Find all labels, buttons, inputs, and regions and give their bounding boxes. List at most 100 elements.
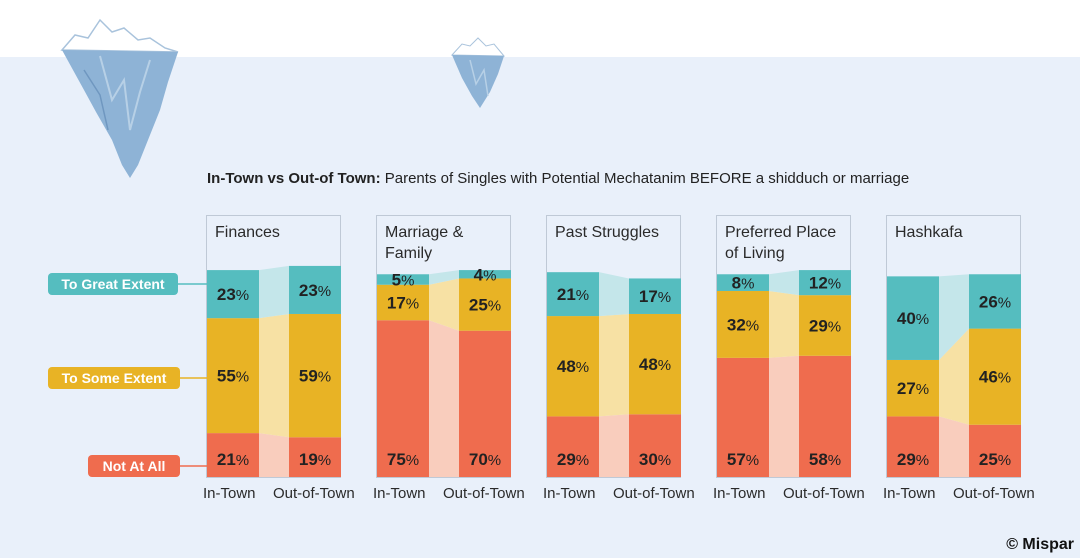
link-none (259, 433, 289, 477)
title-rest: Parents of Singles with Potential Mechat… (380, 170, 910, 187)
bar-great (629, 278, 681, 314)
link-great (429, 270, 459, 285)
bar-none (629, 414, 681, 477)
link-none (429, 320, 459, 477)
panel-title: Family (385, 245, 432, 262)
category-label: In-Town (373, 485, 426, 502)
category-label: Out-of-Town (443, 485, 525, 502)
bar-none (377, 320, 429, 477)
bar-none (717, 357, 769, 477)
data-label: 21% (557, 285, 589, 304)
bar-none (207, 433, 259, 477)
bar-some (887, 359, 939, 417)
bar-great (289, 265, 341, 314)
data-label: 17% (387, 293, 419, 312)
bar-none (887, 416, 939, 477)
panel-title: Marriage & (385, 224, 464, 241)
legend-tag-none (88, 455, 180, 477)
data-label: 27% (897, 379, 929, 398)
data-label: 40% (897, 309, 929, 328)
data-label: 29% (897, 450, 929, 469)
data-label: 57% (727, 450, 759, 469)
link-some (939, 328, 969, 425)
data-label: 55% (217, 367, 249, 386)
data-label: 5% (392, 270, 415, 289)
link-great (939, 274, 969, 360)
bar-great (969, 274, 1021, 329)
data-label: 23% (299, 281, 331, 300)
data-label: 4% (474, 265, 497, 284)
bar-some (799, 295, 851, 356)
bar-none (547, 416, 599, 477)
panel-title: of Living (725, 245, 785, 262)
data-label: 25% (469, 296, 501, 315)
data-label: 58% (809, 450, 841, 469)
bar-some (969, 328, 1021, 425)
link-great (769, 270, 799, 296)
data-label: 23% (217, 285, 249, 304)
link-some (259, 313, 289, 438)
data-label: 30% (639, 450, 671, 469)
category-label: In-Town (883, 485, 936, 502)
title-bold: In-Town vs Out-of Town: (207, 170, 381, 187)
link-none (939, 416, 969, 477)
bar-great (717, 274, 769, 291)
link-great (599, 272, 629, 317)
bar-great (459, 270, 511, 279)
category-label: In-Town (543, 485, 596, 502)
bar-some (377, 284, 429, 321)
link-some (599, 313, 629, 417)
data-label: 70% (469, 450, 501, 469)
bar-none (799, 355, 851, 477)
credit: © Mispar (1006, 536, 1074, 553)
bar-none (459, 330, 511, 477)
link-none (769, 355, 799, 477)
bar-great (377, 274, 429, 285)
data-label: 21% (217, 450, 249, 469)
data-label: 29% (809, 316, 841, 335)
panel-title: Finances (215, 224, 280, 241)
bar-some (289, 313, 341, 438)
category-label: Out-of-Town (273, 485, 355, 502)
data-label: 48% (557, 357, 589, 376)
category-label: In-Town (203, 485, 256, 502)
legend-label: To Great Extent (61, 276, 165, 292)
link-great (259, 265, 289, 319)
category-label: Out-of-Town (783, 485, 865, 502)
bar-some (629, 313, 681, 415)
data-label: 25% (979, 450, 1011, 469)
iceberg-large-icon (60, 18, 179, 178)
bar-great (887, 276, 939, 360)
chart-title: In-Town vs Out-of Town: Parents of Singl… (207, 170, 909, 187)
panel-title: Hashkafa (895, 224, 963, 241)
data-label: 75% (387, 450, 419, 469)
bar-great (799, 270, 851, 296)
data-label: 48% (639, 355, 671, 374)
top-band (0, 0, 1080, 57)
data-label: 8% (732, 274, 755, 293)
bar-some (547, 316, 599, 417)
category-label: In-Town (713, 485, 766, 502)
bar-some (717, 290, 769, 358)
data-label: 12% (809, 274, 841, 293)
link-some (429, 278, 459, 331)
data-label: 46% (979, 368, 1011, 387)
category-label: Out-of-Town (953, 485, 1035, 502)
bar-some (459, 278, 511, 331)
link-some (769, 290, 799, 358)
iceberg-small-icon (450, 37, 506, 108)
panel-title: Preferred Place (725, 224, 836, 241)
data-label: 19% (299, 450, 331, 469)
bar-great (207, 270, 259, 319)
panel-title: Past Struggles (555, 224, 659, 241)
data-label: 32% (727, 315, 759, 334)
bar-none (289, 437, 341, 477)
legend-tag-great (48, 273, 178, 295)
data-label: 26% (979, 292, 1011, 311)
bar-none (969, 424, 1021, 477)
legend-tag-some (48, 367, 180, 389)
data-label: 17% (639, 287, 671, 306)
link-none (599, 414, 629, 477)
bar-great (547, 272, 599, 317)
